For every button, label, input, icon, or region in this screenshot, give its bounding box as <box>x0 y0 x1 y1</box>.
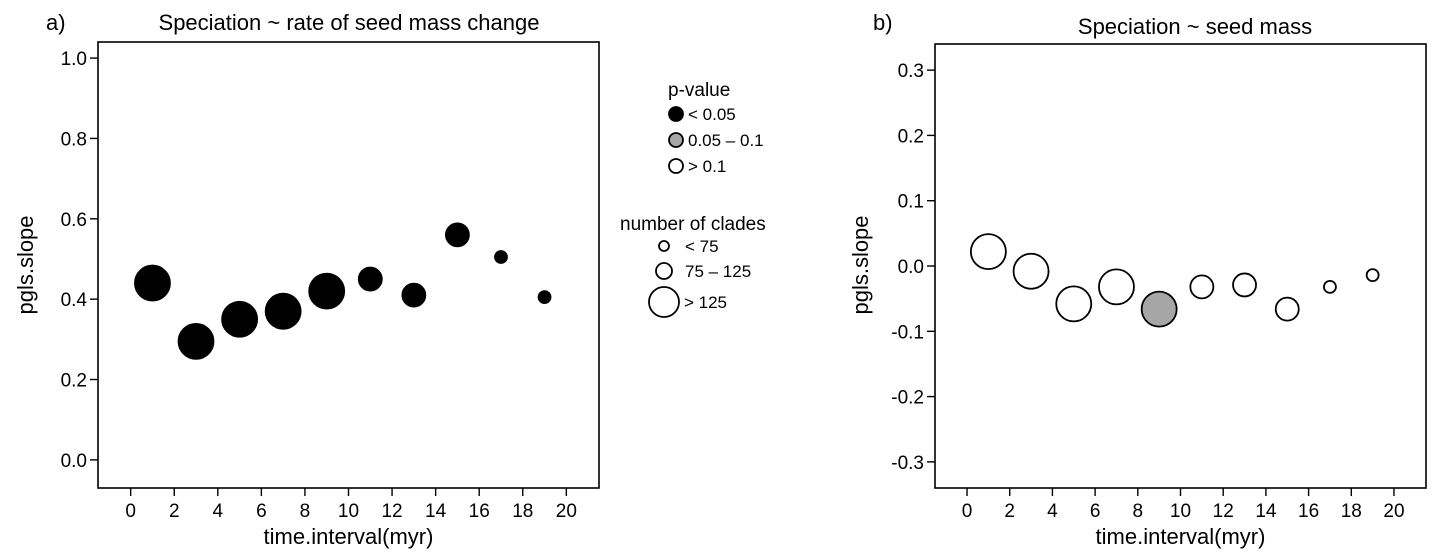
legend-clades-label: 75 – 125 <box>685 262 751 281</box>
data-point <box>1098 268 1135 306</box>
legend-clades-symbol <box>648 286 680 318</box>
x-axis-b: 0 2 4 6 8 10 12 14 16 18 20 <box>962 488 1405 522</box>
y-tick-label: 0.1 <box>898 192 924 213</box>
legend-clades-symbol <box>655 262 673 280</box>
plot-frame-a <box>97 41 600 489</box>
y-axis-b: -0.3 -0.2 -0.1 0.0 0.1 0.2 0.3 <box>891 61 935 474</box>
y-tick-label: -0.3 <box>891 453 924 474</box>
data-point <box>1189 274 1215 300</box>
x-tick-label: 10 <box>338 501 359 522</box>
data-point <box>494 250 508 264</box>
y-tick-label: 0.0 <box>898 257 924 278</box>
data-point <box>445 222 470 248</box>
x-tick-label: 20 <box>556 501 577 522</box>
data-point <box>1274 296 1300 322</box>
data-point <box>537 290 552 305</box>
legend-pvalue-label: < 0.05 <box>688 105 736 124</box>
panel-label-b: b) <box>873 10 893 35</box>
data-point <box>1140 290 1178 328</box>
x-tick-label: 16 <box>469 501 490 522</box>
y-tick-label: -0.1 <box>891 322 924 343</box>
legend-clades-label: > 125 <box>684 293 727 312</box>
x-tick-label: 0 <box>962 501 973 522</box>
x-tick-label: 4 <box>213 501 224 522</box>
y-tick-label: 0.8 <box>61 129 87 150</box>
legend-pvalue-label: 0.05 – 0.1 <box>688 131 764 150</box>
data-point <box>134 264 171 302</box>
x-tick-label: 18 <box>512 501 533 522</box>
x-tick-label: 2 <box>169 501 180 522</box>
panel-b: b) Speciation ~ seed mass 0 2 4 6 8 10 12 14 16 1… <box>848 10 1427 549</box>
y-tick-label: 1.0 <box>61 49 87 70</box>
legend-clades-items: < 75 75 – 125 > 125 <box>648 237 751 318</box>
x-axis-label-b: time.interval(myr) <box>1096 524 1266 549</box>
legend-pvalue-symbol <box>668 132 684 148</box>
data-point <box>401 282 427 308</box>
x-tick-label: 6 <box>256 501 267 522</box>
x-tick-label: 10 <box>1170 501 1191 522</box>
x-axis-a: 0 2 4 6 8 10 12 14 16 18 20 <box>125 488 577 522</box>
data-point <box>308 272 346 310</box>
y-tick-label: 0.3 <box>898 61 924 82</box>
data-point <box>1232 272 1257 298</box>
x-tick-label: 20 <box>1383 501 1404 522</box>
x-tick-label: 4 <box>1047 501 1058 522</box>
data-point <box>1365 268 1380 283</box>
x-tick-label: 12 <box>381 501 402 522</box>
legend-pvalue-title: p-value <box>668 80 730 101</box>
legend-pvalue-items: < 0.05 0.05 – 0.1 > 0.1 <box>668 105 764 176</box>
chart-title-b: Speciation ~ seed mass <box>1078 14 1312 39</box>
data-point <box>221 300 258 338</box>
x-tick-label: 18 <box>1341 501 1362 522</box>
x-tick-label: 16 <box>1298 501 1319 522</box>
y-tick-label: 0.0 <box>61 451 87 472</box>
data-point <box>1055 285 1093 323</box>
y-tick-label: 0.4 <box>61 290 88 311</box>
legend: p-value < 0.05 0.05 – 0.1 > 0.1 number of … <box>620 80 766 318</box>
data-point <box>969 233 1007 271</box>
data-point <box>1012 252 1050 290</box>
data-point <box>264 292 302 330</box>
panel-label-a: a) <box>46 10 66 35</box>
legend-pvalue-symbol <box>668 106 684 122</box>
data-point <box>357 266 383 292</box>
x-axis-label-a: time.interval(myr) <box>264 524 434 549</box>
data-points-b <box>969 233 1380 328</box>
legend-pvalue-symbol <box>668 158 684 174</box>
panel-a: a) Speciation ~ rate of seed mass change… <box>13 10 600 549</box>
legend-clades-symbol <box>658 240 670 252</box>
legend-clades-label: < 75 <box>685 237 719 256</box>
y-tick-label: 0.6 <box>61 210 87 231</box>
y-axis-a: 0.0 0.2 0.4 0.6 0.8 1.0 <box>61 49 98 472</box>
x-tick-label: 2 <box>1004 501 1015 522</box>
data-point <box>177 322 215 360</box>
y-axis-label-b: pgls.slope <box>848 215 873 314</box>
chart-title-a: Speciation ~ rate of seed mass change <box>159 10 540 35</box>
y-tick-label: 0.2 <box>61 371 87 392</box>
x-tick-label: 12 <box>1213 501 1234 522</box>
y-tick-label: -0.2 <box>891 388 924 409</box>
x-tick-label: 8 <box>300 501 311 522</box>
x-tick-label: 14 <box>425 501 447 522</box>
x-tick-label: 0 <box>125 501 136 522</box>
x-tick-label: 6 <box>1090 501 1101 522</box>
plot-frame-b <box>934 43 1427 489</box>
data-point <box>1323 279 1337 294</box>
y-tick-label: 0.2 <box>898 126 924 147</box>
legend-pvalue-label: > 0.1 <box>688 157 726 176</box>
data-points-a <box>134 222 552 360</box>
y-axis-label-a: pgls.slope <box>13 215 38 314</box>
legend-clades-title: number of clades <box>620 214 766 235</box>
x-tick-label: 8 <box>1133 501 1144 522</box>
x-tick-label: 14 <box>1255 501 1277 522</box>
